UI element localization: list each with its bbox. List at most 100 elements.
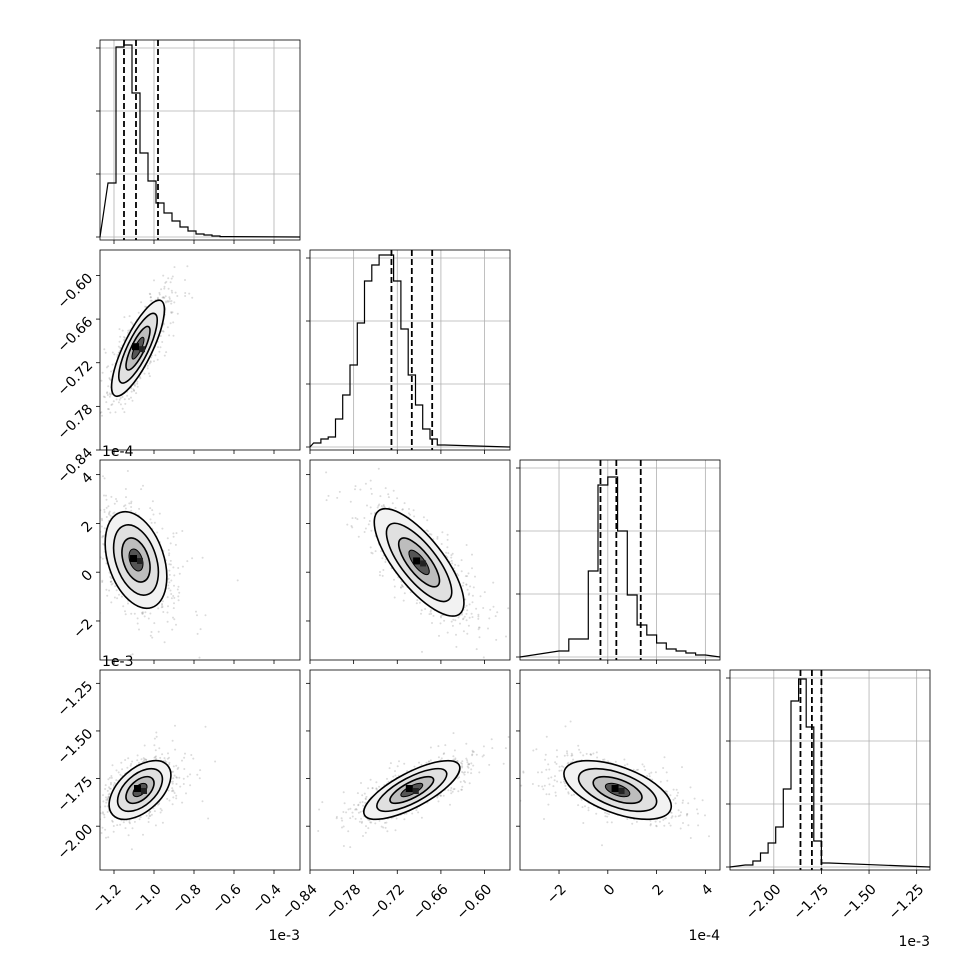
scatter-point [155,731,158,734]
scatter-point [105,401,108,404]
scatter-point [119,335,122,338]
scatter-point [460,559,463,562]
scatter-point [350,525,353,527]
scatter-point [108,392,111,395]
scatter-point [105,796,107,799]
scatter-point [136,380,139,383]
scatter-point [403,502,406,505]
scatter-point [167,577,170,580]
scatter-point [479,595,482,598]
scatter-point [168,296,171,299]
scatter-point [494,615,497,618]
scatter-point [171,628,174,631]
scatter-point [168,763,171,766]
scatter-point [107,408,110,411]
scatter-point [394,506,397,509]
scatter-point [384,561,387,563]
scatter-point [161,296,164,299]
scatter-point [478,626,481,629]
scatter-point [136,617,139,620]
scatter-point [108,512,111,514]
scatter-point [160,288,163,291]
scatter-point [464,575,467,578]
scatter-point [409,591,412,594]
scatter-point [136,759,139,762]
scatter-point [150,299,153,302]
scatter-point [100,379,103,382]
scatter-point [176,312,179,315]
scatter-point [168,297,171,300]
scatter-point [124,488,127,490]
scatter-point [154,756,157,759]
scatter-point [446,546,449,549]
scatter-point [103,508,106,511]
scatter-point [159,335,162,337]
scatter-point [166,537,169,540]
scatter-point [138,507,141,510]
scatter-point [149,360,152,363]
density-peak [139,346,145,353]
scatter-point [126,470,129,472]
scatter-point [471,553,473,556]
scatter-point [159,811,162,814]
scatter-point [407,512,410,515]
scatter-point [177,585,180,588]
scatter-point [469,585,472,588]
scatter-point [178,591,181,594]
scatter-point [100,556,102,559]
scatter-point [171,739,174,742]
scatter-point [198,656,201,659]
scatter-point [177,567,180,569]
scatter-point [380,505,383,508]
scatter-point [167,287,170,290]
scatter-point [167,605,169,608]
scatter-point [425,529,428,532]
scatter-point [105,366,108,369]
scatter-point [123,338,126,341]
scatter-point [106,394,109,396]
scatter-point [166,620,169,623]
scatter-point [153,521,156,524]
panel-content [100,265,194,417]
scatter-point [428,613,431,616]
scatter-point [127,602,129,605]
scatter-point [167,789,170,792]
scatter-point [96,556,98,558]
scatter-point [131,399,134,402]
scatter-point [107,795,110,798]
scatter-point [371,552,374,555]
scatter-point [181,565,184,568]
scatter-point [181,759,183,762]
scatter-point [184,279,186,281]
scatter-point [124,507,127,510]
scatter-point [482,656,485,659]
pair-panel-2-0 [96,459,301,661]
scatter-point [439,622,442,625]
scatter-point [151,509,154,512]
scatter-point [495,638,498,641]
scatter-point [128,315,131,318]
scatter-point [112,830,115,833]
scatter-point [489,608,492,611]
scatter-point [149,634,152,637]
scatter-point [104,788,107,790]
scatter-point [107,793,110,796]
scatter-point [111,764,114,767]
scatter-point [111,582,114,585]
scatter-point [188,292,191,295]
scatter-point [379,495,382,498]
scatter-point [190,754,193,756]
scatter-point [177,595,180,598]
scatter-point [161,605,164,608]
scatter-point [214,760,217,763]
scatter-point [158,512,161,515]
scatter-point [128,398,130,400]
scatter-point [351,526,354,529]
scatter-point [138,818,141,821]
scatter-point [107,365,110,368]
scatter-point [169,542,172,545]
scatter-point [478,626,480,629]
scatter-point [380,550,382,553]
scatter-point [172,334,175,337]
scatter-point [107,836,110,839]
